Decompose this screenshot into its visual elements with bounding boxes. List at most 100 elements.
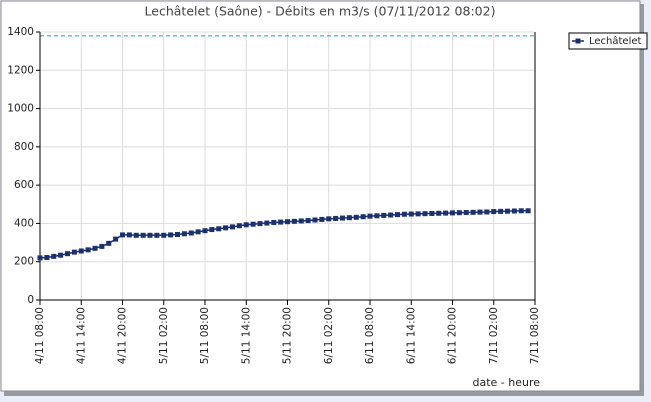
point-marker	[154, 232, 160, 238]
point-marker	[422, 211, 428, 217]
point-marker	[463, 210, 469, 216]
point-marker	[271, 219, 277, 225]
x-tick-label: 7/11 02:00	[488, 307, 500, 364]
point-marker	[505, 208, 510, 214]
point-marker	[429, 210, 435, 216]
x-tick-label: 6/11 02:00	[323, 307, 335, 364]
chart-title: Lechâtelet (Saône) - Débits en m3/s (07/…	[145, 4, 496, 19]
point-marker	[456, 210, 462, 216]
x-tick-label: 4/11 14:00	[75, 307, 87, 364]
point-marker	[395, 212, 400, 218]
point-marker	[168, 232, 174, 238]
point-marker	[230, 224, 235, 230]
point-marker	[92, 245, 98, 251]
point-marker	[477, 209, 483, 215]
x-tick-label: 6/11 08:00	[364, 307, 376, 364]
point-marker	[401, 211, 407, 217]
point-marker	[443, 210, 449, 216]
point-marker	[285, 219, 290, 225]
point-marker	[44, 255, 50, 261]
point-marker	[37, 255, 43, 261]
point-marker	[209, 227, 215, 233]
point-marker	[484, 209, 490, 215]
point-marker	[223, 225, 229, 231]
point-marker	[202, 228, 208, 234]
point-marker	[353, 214, 359, 220]
y-tick-label: 800	[14, 141, 34, 153]
point-marker	[491, 209, 497, 215]
x-tick-label: 7/11 08:00	[529, 307, 541, 364]
point-marker	[113, 236, 119, 242]
point-marker	[415, 211, 421, 217]
point-marker	[58, 252, 64, 258]
x-tick-label: 4/11 20:00	[117, 307, 129, 364]
y-tick-label: 400	[14, 217, 34, 229]
point-marker	[525, 208, 531, 214]
point-marker	[333, 215, 339, 221]
point-marker	[147, 232, 153, 238]
point-marker	[367, 213, 373, 219]
point-marker	[65, 251, 70, 257]
x-tick-label: 5/11 02:00	[158, 307, 170, 364]
legend-box	[568, 32, 648, 50]
point-marker	[298, 218, 304, 224]
point-marker	[388, 212, 394, 218]
y-tick-label: 200	[14, 256, 34, 268]
point-marker	[346, 215, 352, 221]
point-marker	[340, 215, 345, 221]
x-tick-label: 5/11 14:00	[240, 307, 252, 364]
x-axis-label: date - heure	[472, 376, 540, 389]
point-marker	[312, 217, 318, 223]
x-tick-label: 6/11 14:00	[405, 307, 417, 364]
point-marker	[319, 216, 325, 222]
x-tick-label: 5/11 20:00	[282, 307, 294, 364]
point-marker	[374, 213, 380, 219]
point-marker	[195, 229, 201, 235]
point-marker	[85, 247, 91, 253]
point-marker	[133, 232, 139, 238]
point-marker	[140, 232, 146, 238]
point-marker	[518, 208, 524, 214]
point-marker	[106, 240, 112, 246]
point-marker	[236, 223, 242, 229]
y-tick-label: 0	[27, 294, 34, 306]
point-marker	[78, 248, 84, 254]
x-tick-label: 6/11 20:00	[447, 307, 459, 364]
point-marker	[216, 226, 222, 232]
point-marker	[408, 211, 414, 217]
point-marker	[381, 212, 387, 218]
legend-marker	[575, 38, 581, 44]
point-marker	[305, 218, 311, 224]
x-tick-label: 4/11 08:00	[34, 307, 46, 364]
point-marker	[450, 210, 455, 216]
x-tick-label: 5/11 08:00	[199, 307, 211, 364]
point-marker	[126, 232, 132, 238]
point-marker	[326, 216, 332, 222]
y-tick-label: 1400	[7, 26, 34, 38]
point-marker	[99, 243, 105, 249]
point-marker	[291, 218, 297, 224]
point-marker	[120, 232, 125, 238]
point-marker	[51, 253, 57, 259]
point-marker	[360, 214, 366, 220]
point-marker	[470, 209, 476, 215]
legend-label: Lechâtelet	[589, 35, 642, 47]
y-tick-label: 1200	[7, 64, 34, 76]
point-marker	[278, 219, 284, 225]
point-marker	[250, 221, 256, 227]
point-marker	[511, 208, 517, 214]
point-marker	[436, 210, 442, 216]
point-marker	[71, 249, 77, 255]
point-marker	[181, 231, 187, 237]
point-marker	[161, 232, 167, 238]
y-tick-label: 600	[14, 179, 34, 191]
point-marker	[175, 232, 180, 238]
y-tick-label: 1000	[7, 103, 34, 115]
point-marker	[498, 208, 504, 214]
point-marker	[188, 230, 194, 236]
point-marker	[264, 220, 270, 226]
point-marker	[243, 222, 249, 228]
point-marker	[257, 221, 263, 227]
